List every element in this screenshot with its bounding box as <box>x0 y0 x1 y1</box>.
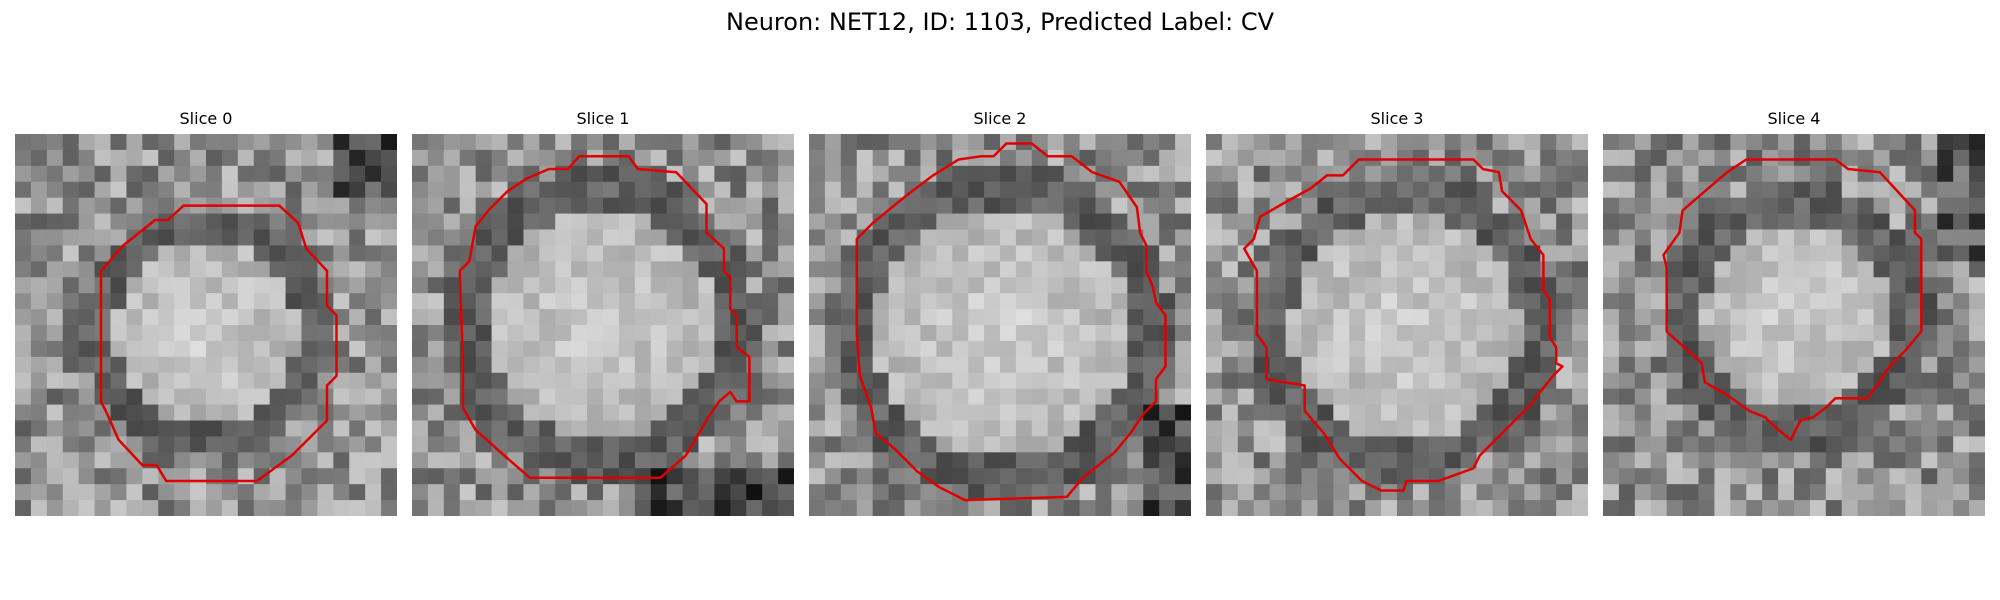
segmentation-contour <box>1242 158 1564 492</box>
slice-title: Slice 0 <box>179 109 233 128</box>
slice-image-3 <box>1206 134 1588 516</box>
slice-image-2 <box>809 134 1191 516</box>
slice-image-4 <box>1603 134 1985 516</box>
slice-title: Slice 4 <box>1767 109 1821 128</box>
segmentation-contour <box>1662 158 1923 441</box>
slice-title: Slice 3 <box>1370 109 1424 128</box>
figure-title: Neuron: NET12, ID: 1103, Predicted Label… <box>726 8 1274 36</box>
slice-title: Slice 1 <box>576 109 630 128</box>
segmentation-contour <box>99 204 338 483</box>
segmentation-contour <box>458 155 751 480</box>
segmentation-contour <box>855 142 1167 502</box>
slice-image-1 <box>412 134 794 516</box>
slice-image-0 <box>15 134 397 516</box>
slice-title: Slice 2 <box>973 109 1027 128</box>
